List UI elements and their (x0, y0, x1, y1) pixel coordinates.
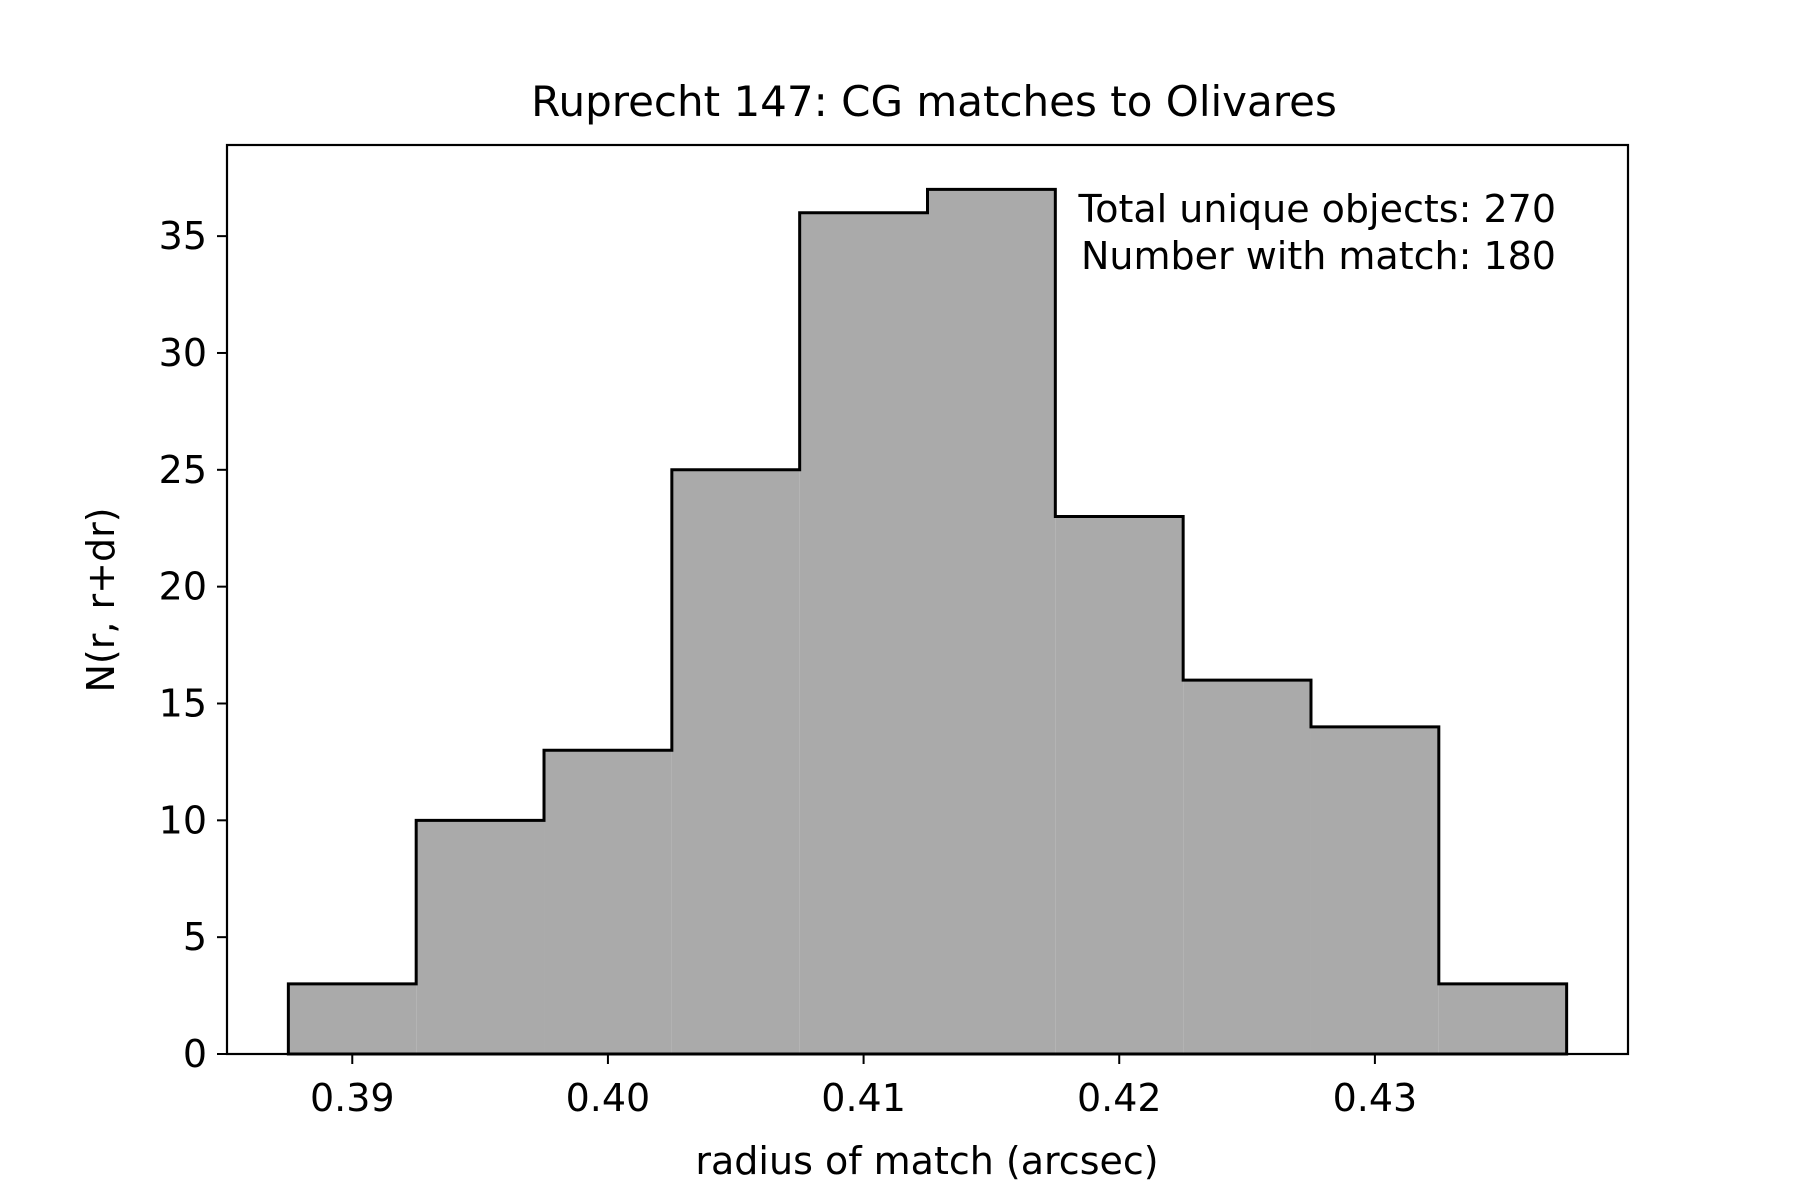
plot-frame (225, 143, 1630, 1056)
x-tick-label: 0.40 (566, 1076, 651, 1120)
histogram-bar (1055, 516, 1184, 1054)
histogram-bar (1310, 726, 1439, 1054)
histogram-bar (1438, 983, 1567, 1054)
histogram-bar (671, 469, 800, 1054)
y-tick-label: 15 (159, 681, 207, 725)
y-tick-label: 35 (159, 214, 207, 258)
y-tick-label: 10 (159, 798, 207, 842)
histogram-bar (799, 212, 928, 1055)
annotation-number-with-match: Number with match: 180 (1081, 234, 1556, 278)
x-tick-label: 0.41 (821, 1076, 906, 1120)
histogram-bar (927, 189, 1056, 1055)
x-axis-ticks: 0.39 0.40 0.41 0.42 0.43 (310, 1054, 1417, 1120)
y-tick-label: 5 (183, 915, 207, 959)
y-tick-label: 20 (159, 565, 207, 609)
histogram-bar (416, 820, 545, 1054)
y-tick-label: 25 (159, 448, 207, 492)
y-axis-ticks: 0 5 10 15 20 25 30 35 (159, 214, 227, 1076)
y-tick-label: 30 (159, 331, 207, 375)
x-tick-label: 0.39 (310, 1076, 395, 1120)
histogram-bars (286, 187, 1569, 1056)
y-axis-label: N(r, r+dr) (79, 507, 123, 692)
x-tick-label: 0.42 (1077, 1076, 1162, 1120)
histogram-bar (288, 983, 417, 1054)
x-tick-label: 0.43 (1333, 1076, 1418, 1120)
x-axis-label: radius of match (arcsec) (695, 1139, 1158, 1183)
histogram-bar (1183, 680, 1311, 1054)
histogram-outline (286, 187, 1569, 1056)
y-tick-label: 0 (183, 1032, 207, 1076)
chart-title: Ruprecht 147: CG matches to Olivares (531, 77, 1337, 126)
annotation-total-unique: Total unique objects: 270 (1077, 187, 1556, 231)
histogram-bar (544, 750, 672, 1054)
